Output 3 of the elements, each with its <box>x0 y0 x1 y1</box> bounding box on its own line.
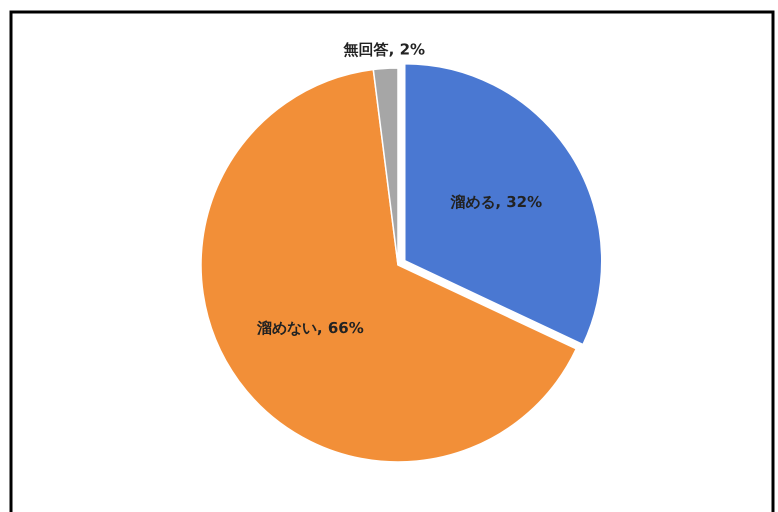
slice-label: 溜めない, 66% <box>256 318 364 337</box>
slice-label: 無回答, 2% <box>342 40 426 59</box>
slice-label: 溜める, 32% <box>449 192 542 211</box>
